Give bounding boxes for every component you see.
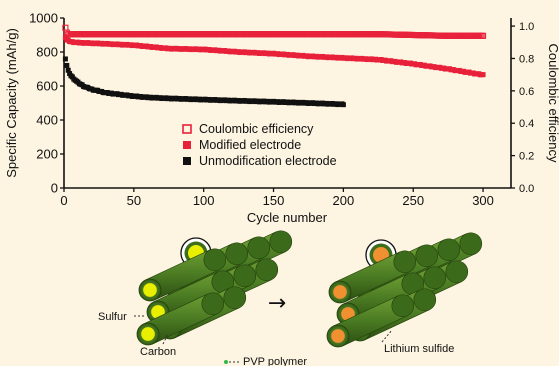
x-tick-label: 250 — [402, 193, 424, 208]
data-point — [480, 32, 487, 39]
carbon-leader-line — [162, 333, 169, 345]
legend: Coulombic efficiency Modified electrode … — [182, 122, 337, 168]
y2-axis-label: Coulombic efficiency — [546, 44, 559, 163]
nanotube-core — [141, 327, 155, 341]
x-axis-label: Cycle number — [247, 210, 328, 225]
nanotube-bundle-lithium-sulfide — [326, 232, 483, 348]
nanotube-back-end — [445, 260, 469, 284]
y2-tick-label: 0.8 — [519, 53, 534, 65]
nanotube-back-end — [413, 288, 437, 312]
label-lithium-sulfide: Lithium sulfide — [384, 343, 454, 355]
series-modified-electrode — [62, 35, 486, 78]
x-tick-label: 100 — [193, 193, 215, 208]
y-axis-label: Specific Capacity (mAh/g) — [4, 28, 19, 178]
x-tick-label: 150 — [263, 193, 285, 208]
y2-tick-label: 0.4 — [519, 118, 534, 130]
legend-marker-coulombic — [182, 124, 192, 134]
nanotube-back-end — [233, 264, 257, 288]
nanotube — [138, 248, 227, 302]
x-tick-label: 200 — [333, 193, 355, 208]
legend-label-unmodified: Unmodification electrode — [199, 154, 337, 168]
nanotube-bundle-sulfur — [136, 230, 293, 346]
nanotube-back-end — [223, 286, 247, 310]
legend-marker-modified — [183, 141, 191, 149]
y2-tick-label: 0.6 — [519, 86, 534, 98]
nanotube-back-end — [225, 242, 249, 266]
legend-label-coulombic: Coulombic efficiency — [199, 122, 314, 136]
data-point — [64, 62, 70, 68]
y-tick-label: 200 — [36, 147, 58, 162]
nanotube-back-end — [423, 266, 447, 290]
x-tick-label: 0 — [60, 193, 67, 208]
x-tick-label: 50 — [127, 193, 141, 208]
y-tick-label: 600 — [36, 79, 58, 94]
nanotube-back-end — [393, 250, 417, 274]
nanotube-back-end — [459, 232, 483, 256]
data-point — [480, 72, 486, 78]
y-tick-label: 400 — [36, 113, 58, 128]
y2-tick-label: 0.0 — [519, 183, 534, 195]
nanotube-back-end — [415, 244, 439, 268]
series-coulombic-efficiency — [62, 24, 487, 39]
nanotube-core — [333, 285, 347, 299]
data-point — [65, 67, 71, 73]
x-tick-label: 300 — [472, 193, 494, 208]
series-unmodification-electrode — [62, 56, 346, 108]
label-pvp-polymer: PVP polymer — [243, 356, 307, 366]
label-carbon: Carbon — [140, 346, 176, 358]
y-tick-label: 800 — [36, 45, 58, 60]
y-tick-label: 0 — [51, 181, 58, 196]
transform-arrow-icon: → — [268, 291, 286, 316]
y-tick-label: 1000 — [29, 11, 58, 26]
nanotube-back-end — [255, 258, 279, 282]
nanotube — [326, 294, 415, 348]
nanotube-core — [143, 283, 157, 297]
nanotube-back-end — [269, 230, 293, 254]
lithium-sulfide-leader-line — [381, 329, 393, 343]
label-sulfur: Sulfur — [98, 311, 127, 323]
pvp-polymer-icon — [224, 360, 228, 364]
axis-ticks: 0 50 100 150 200 250 300 0 200 400 600 800 1000 0.0 0.… — [29, 11, 534, 209]
nanotube-back-end — [437, 238, 461, 262]
y2-tick-label: 0.2 — [519, 151, 534, 163]
nanotube — [328, 250, 417, 304]
data-point — [62, 56, 68, 62]
nanotube-core — [331, 329, 345, 343]
legend-label-modified: Modified electrode — [199, 138, 301, 152]
nanotube-back-end — [247, 236, 271, 260]
nanotube-back-end — [203, 248, 227, 272]
legend-marker-unmodified — [183, 157, 191, 165]
plot-frame — [63, 18, 512, 189]
nanotube — [136, 292, 225, 346]
nanotube-back-end — [391, 294, 415, 318]
series-layer — [62, 24, 487, 108]
nanotube-back-end — [201, 292, 225, 316]
y2-tick-label: 1.0 — [519, 21, 534, 33]
data-point — [340, 102, 346, 108]
